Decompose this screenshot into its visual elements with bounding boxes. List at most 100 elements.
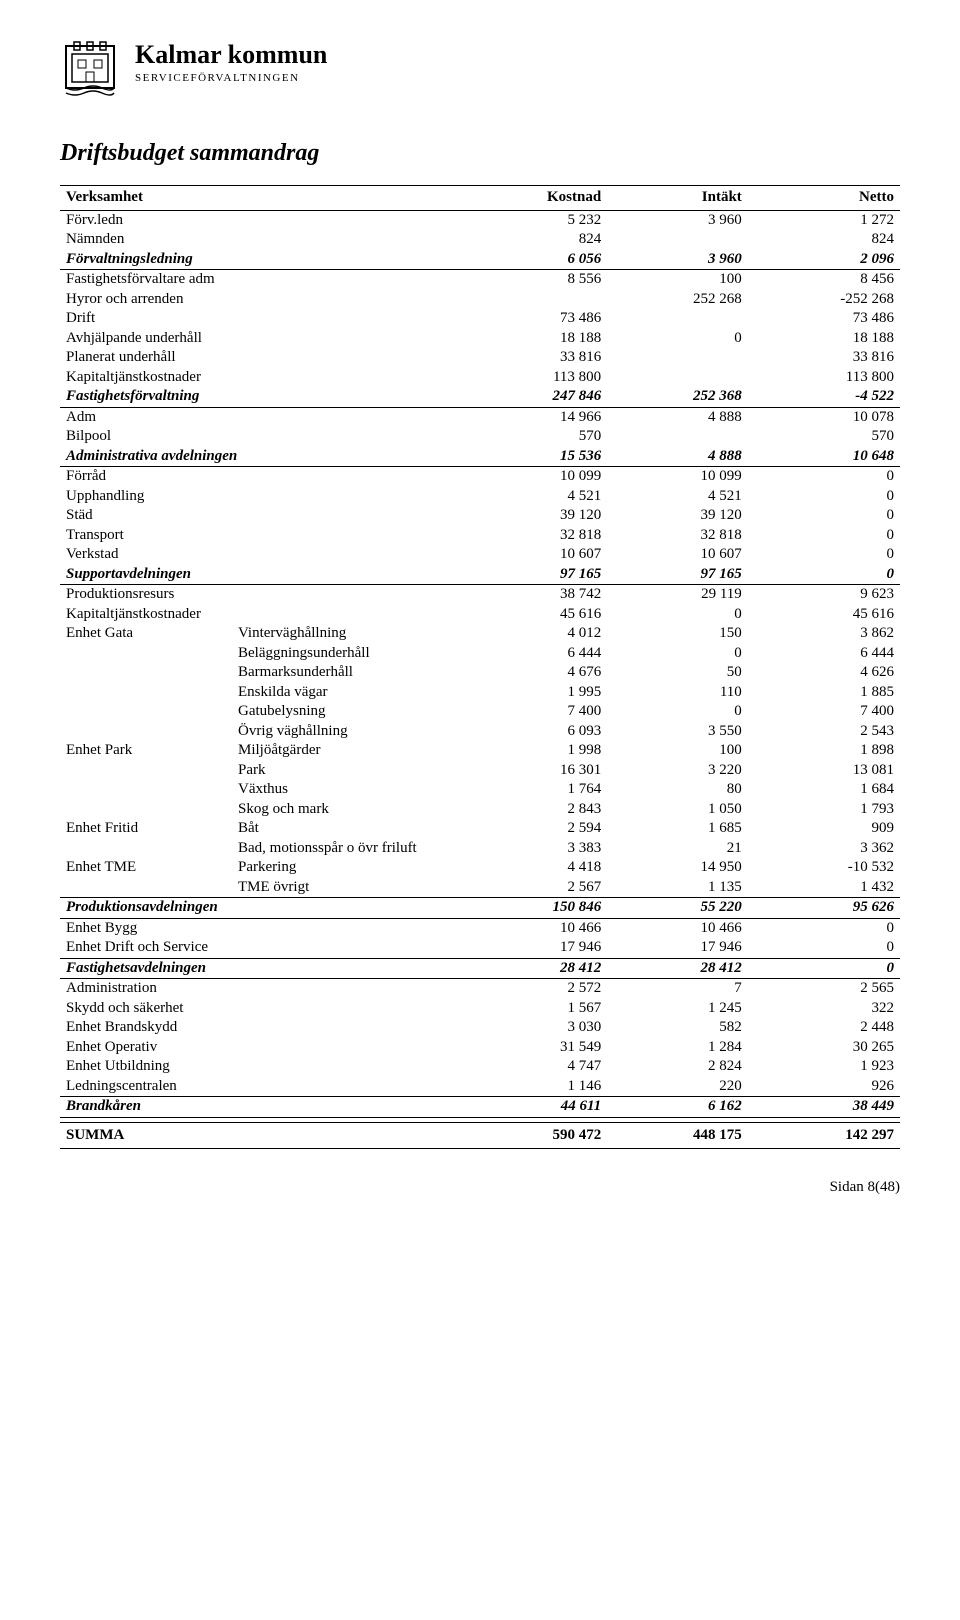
cell-i: 7 <box>607 979 748 999</box>
cell-c: 3 030 <box>454 1018 607 1038</box>
row-label: Administration <box>60 979 454 999</box>
summa-i: 448 175 <box>607 1122 748 1149</box>
cell-i: 3 960 <box>607 250 748 270</box>
cell-n: 2 565 <box>748 979 900 999</box>
cell-i: 0 <box>607 644 748 664</box>
table-row: Beläggningsunderhåll6 44406 444 <box>60 644 900 664</box>
table-row: Enhet Drift och Service17 94617 9460 <box>60 938 900 958</box>
cell-n: 2 543 <box>748 722 900 742</box>
cell-i: 1 284 <box>607 1038 748 1058</box>
row-label: Förv.ledn <box>60 210 454 230</box>
row-label: Ledningscentralen <box>60 1077 454 1097</box>
cell-i: 4 888 <box>607 407 748 427</box>
row-label: Nämnden <box>60 230 454 250</box>
cell-c: 247 846 <box>454 387 607 407</box>
row-label: Förvaltningsledning <box>60 250 454 270</box>
cell-c: 10 466 <box>454 918 607 938</box>
cell-i: 220 <box>607 1077 748 1097</box>
cell-n: 2 448 <box>748 1018 900 1038</box>
row-label2: Växthus <box>232 780 454 800</box>
cell-i: 4 888 <box>607 447 748 467</box>
row-label1 <box>60 839 232 859</box>
cell-n: 322 <box>748 999 900 1019</box>
cell-i: 3 220 <box>607 761 748 781</box>
row-label2: Bad, motionsspår o övr friluft <box>232 839 454 859</box>
row-label: Supportavdelningen <box>60 565 454 585</box>
cell-i: 1 050 <box>607 800 748 820</box>
table-row: Hyror och arrenden252 268-252 268 <box>60 290 900 310</box>
table-row: Ledningscentralen1 146220926 <box>60 1077 900 1097</box>
cell-c: 1 998 <box>454 741 607 761</box>
summa-label: SUMMA <box>60 1122 454 1149</box>
cell-n: 0 <box>748 526 900 546</box>
cell-c: 38 742 <box>454 585 607 605</box>
cell-i: 80 <box>607 780 748 800</box>
cell-c: 45 616 <box>454 605 607 625</box>
row-label2: Vinterväghållning <box>232 624 454 644</box>
table-row: Supportavdelningen97 16597 1650 <box>60 565 900 585</box>
row-label: Bilpool <box>60 427 454 447</box>
cell-n: 0 <box>748 918 900 938</box>
row-label2: Barmarksunderhåll <box>232 663 454 683</box>
cell-n: 1 432 <box>748 878 900 898</box>
row-label: Avhjälpande underhåll <box>60 329 454 349</box>
cell-c: 10 099 <box>454 467 607 487</box>
col-verksamhet: Verksamhet <box>60 186 454 211</box>
row-label: Verkstad <box>60 545 454 565</box>
cell-n: 1 898 <box>748 741 900 761</box>
table-row: Nämnden824824 <box>60 230 900 250</box>
row-label1 <box>60 683 232 703</box>
cell-i: 582 <box>607 1018 748 1038</box>
row-label1 <box>60 878 232 898</box>
cell-n: 1 885 <box>748 683 900 703</box>
organization-name: Kalmar kommun <box>135 40 327 70</box>
row-label: Planerat underhåll <box>60 348 454 368</box>
table-row: Enhet TMEParkering4 41814 950-10 532 <box>60 858 900 878</box>
cell-c: 18 188 <box>454 329 607 349</box>
cell-i <box>607 348 748 368</box>
cell-n: 824 <box>748 230 900 250</box>
row-label1: Enhet Fritid <box>60 819 232 839</box>
cell-c: 4 676 <box>454 663 607 683</box>
table-row: Förvaltningsledning6 0563 9602 096 <box>60 250 900 270</box>
cell-i: 28 412 <box>607 958 748 979</box>
summa-c: 590 472 <box>454 1122 607 1149</box>
budget-table: Verksamhet Kostnad Intäkt Netto Förv.led… <box>60 185 900 1149</box>
row-label1: Enhet Park <box>60 741 232 761</box>
cell-n: 73 486 <box>748 309 900 329</box>
cell-n: 6 444 <box>748 644 900 664</box>
cell-i: 100 <box>607 270 748 290</box>
cell-c: 8 556 <box>454 270 607 290</box>
row-label: Enhet Bygg <box>60 918 454 938</box>
row-label2: Beläggningsunderhåll <box>232 644 454 664</box>
cell-n: 3 362 <box>748 839 900 859</box>
cell-i: 0 <box>607 702 748 722</box>
cell-c: 150 846 <box>454 898 607 919</box>
table-row: Bilpool570570 <box>60 427 900 447</box>
cell-c: 4 418 <box>454 858 607 878</box>
table-row: Enhet Brandskydd3 0305822 448 <box>60 1018 900 1038</box>
organization-subtitle: SERVICEFÖRVALTNINGEN <box>135 72 327 84</box>
table-row: Adm14 9664 88810 078 <box>60 407 900 427</box>
table-row: Övrig väghållning6 0933 5502 543 <box>60 722 900 742</box>
cell-c: 39 120 <box>454 506 607 526</box>
row-label2: Skog och mark <box>232 800 454 820</box>
cell-n: 3 862 <box>748 624 900 644</box>
cell-i: 55 220 <box>607 898 748 919</box>
cell-c: 33 816 <box>454 348 607 368</box>
row-label2: Miljöåtgärder <box>232 741 454 761</box>
cell-n: 45 616 <box>748 605 900 625</box>
cell-c: 6 056 <box>454 250 607 270</box>
row-label1 <box>60 780 232 800</box>
cell-n: 0 <box>748 467 900 487</box>
cell-i: 32 818 <box>607 526 748 546</box>
row-label: Förråd <box>60 467 454 487</box>
cell-i <box>607 368 748 388</box>
cell-c: 824 <box>454 230 607 250</box>
row-label1: Enhet TME <box>60 858 232 878</box>
cell-n: 1 272 <box>748 210 900 230</box>
table-row: Förv.ledn5 2323 9601 272 <box>60 210 900 230</box>
cell-c: 6 093 <box>454 722 607 742</box>
table-row: Enhet FritidBåt2 5941 685909 <box>60 819 900 839</box>
row-label2: Övrig väghållning <box>232 722 454 742</box>
